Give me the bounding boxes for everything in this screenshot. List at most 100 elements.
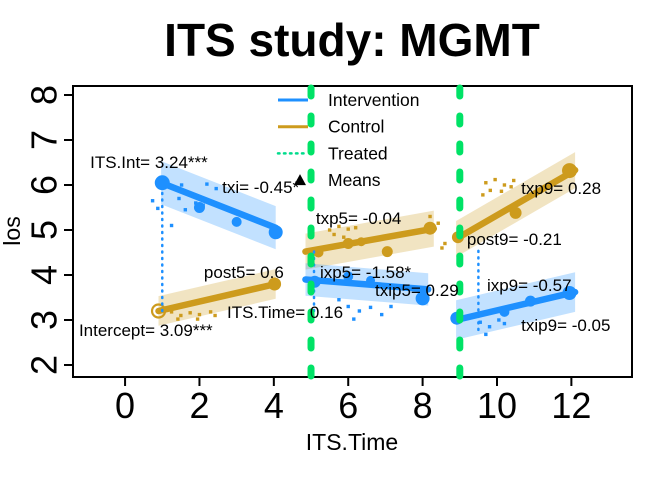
mean-point-control <box>268 277 282 291</box>
mean-point-intervention <box>524 295 536 307</box>
individual-point-control <box>440 246 444 250</box>
individual-point-intervention <box>214 186 218 191</box>
coefficient-annotation: ixp5= -1.58* <box>320 263 412 282</box>
coefficient-annotation: txip5= 0.29 <box>375 281 459 300</box>
mean-point-intervention <box>499 306 510 317</box>
y-tick-label: 8 <box>24 85 65 105</box>
individual-point-control <box>509 185 513 189</box>
individual-point-intervention <box>487 325 492 329</box>
individual-point-control <box>488 188 492 193</box>
individual-point-intervention <box>183 208 188 212</box>
individual-point-intervention <box>368 305 373 310</box>
y-axis-label: los <box>0 216 25 245</box>
individual-point-control <box>337 224 341 229</box>
regression-line-intervention <box>157 179 279 231</box>
individual-point-intervention <box>194 201 198 205</box>
individual-point-intervention <box>156 206 160 211</box>
individual-point-intervention <box>357 309 362 313</box>
mean-point-control <box>356 237 366 247</box>
coefficient-annotation: txp9= 0.28 <box>521 179 601 198</box>
mean-point-control <box>313 247 324 258</box>
individual-point-control <box>332 232 336 237</box>
individual-point-intervention <box>389 304 393 309</box>
individual-point-control <box>436 221 440 225</box>
mean-point-intervention <box>562 285 577 300</box>
mean-point-intervention <box>231 216 242 227</box>
y-tick-label: 4 <box>24 265 65 285</box>
legend-label: Treated <box>328 143 388 163</box>
individual-point-control <box>208 310 213 314</box>
mean-point-intervention <box>268 225 283 240</box>
x-tick-label: 0 <box>115 385 135 426</box>
mean-point-intervention <box>366 275 376 285</box>
individual-point-intervention <box>352 317 356 321</box>
coefficient-annotation: ITS.Int= 3.24*** <box>90 153 208 172</box>
x-tick-label: 10 <box>477 385 517 426</box>
individual-point-control <box>188 311 192 315</box>
legend-label: Means <box>328 170 381 190</box>
individual-point-intervention <box>169 223 174 228</box>
legend-label: Control <box>328 117 384 137</box>
mean-point-control <box>423 221 437 235</box>
individual-point-intervention <box>177 196 181 201</box>
individual-point-control <box>195 317 200 321</box>
mean-point-control <box>342 237 354 249</box>
y-tick-label: 3 <box>24 310 65 330</box>
regression-line-intervention <box>452 288 579 324</box>
mean-point-intervention <box>343 271 354 282</box>
legend-key-means-triangle <box>294 174 306 186</box>
individual-point-control <box>481 193 485 197</box>
x-axis-label: ITS.Time <box>306 429 398 455</box>
individual-point-intervention <box>346 304 350 309</box>
plot-box <box>72 85 633 378</box>
coefficient-annotation: post9= -0.21 <box>467 230 562 249</box>
y-tick-label: 6 <box>24 175 65 195</box>
mean-point-control <box>562 163 578 179</box>
individual-point-control <box>443 241 447 246</box>
individual-point-control <box>512 178 516 183</box>
regression-line-intervention <box>302 276 432 293</box>
individual-point-control <box>502 183 507 187</box>
individual-point-control <box>484 181 488 185</box>
individual-point-control <box>499 189 504 193</box>
individual-point-control <box>327 228 332 232</box>
coefficient-annotation: Intercept= 3.09*** <box>79 321 213 340</box>
individual-point-intervention <box>337 298 341 302</box>
x-tick-label: 6 <box>338 385 358 426</box>
coefficient-annotation: txip9= -0.05 <box>521 316 610 335</box>
individual-point-intervention <box>173 186 177 190</box>
x-tick-label: 12 <box>551 385 591 426</box>
coefficient-annotation: ITS.Time= 0.16 <box>227 303 343 322</box>
individual-point-intervention <box>201 203 205 207</box>
individual-point-control <box>169 310 174 314</box>
regression-line-control <box>452 166 579 243</box>
chart-title: ITS study: MGMT <box>164 14 540 66</box>
y-tick-label: 5 <box>24 220 65 240</box>
individual-point-control <box>493 177 497 182</box>
individual-point-control <box>346 227 350 231</box>
x-tick-label: 4 <box>264 385 284 426</box>
legend-label: Intervention <box>328 90 419 110</box>
individual-point-control <box>342 235 346 239</box>
regression-line-control <box>155 280 279 315</box>
mean-point-intervention <box>415 291 430 306</box>
individual-point-control <box>213 313 217 318</box>
mean-point-intervention <box>154 175 170 191</box>
individual-point-control <box>353 226 358 230</box>
coefficient-annotation: txi= -0.45* <box>222 178 299 197</box>
regression-line-control <box>302 225 438 255</box>
individual-point-control <box>176 317 180 321</box>
coefficient-annotation: txp5= -0.04 <box>316 209 402 228</box>
individual-point-control <box>428 214 432 219</box>
individual-point-intervention <box>478 320 482 324</box>
x-tick-label: 8 <box>413 385 433 426</box>
individual-point-control <box>179 313 183 318</box>
individual-point-intervention <box>502 321 507 326</box>
mean-point-control <box>509 206 522 219</box>
y-tick-label: 7 <box>24 130 65 150</box>
individual-point-intervention <box>205 182 209 186</box>
individual-point-intervention <box>484 332 488 337</box>
intercept-open-point <box>150 303 167 319</box>
